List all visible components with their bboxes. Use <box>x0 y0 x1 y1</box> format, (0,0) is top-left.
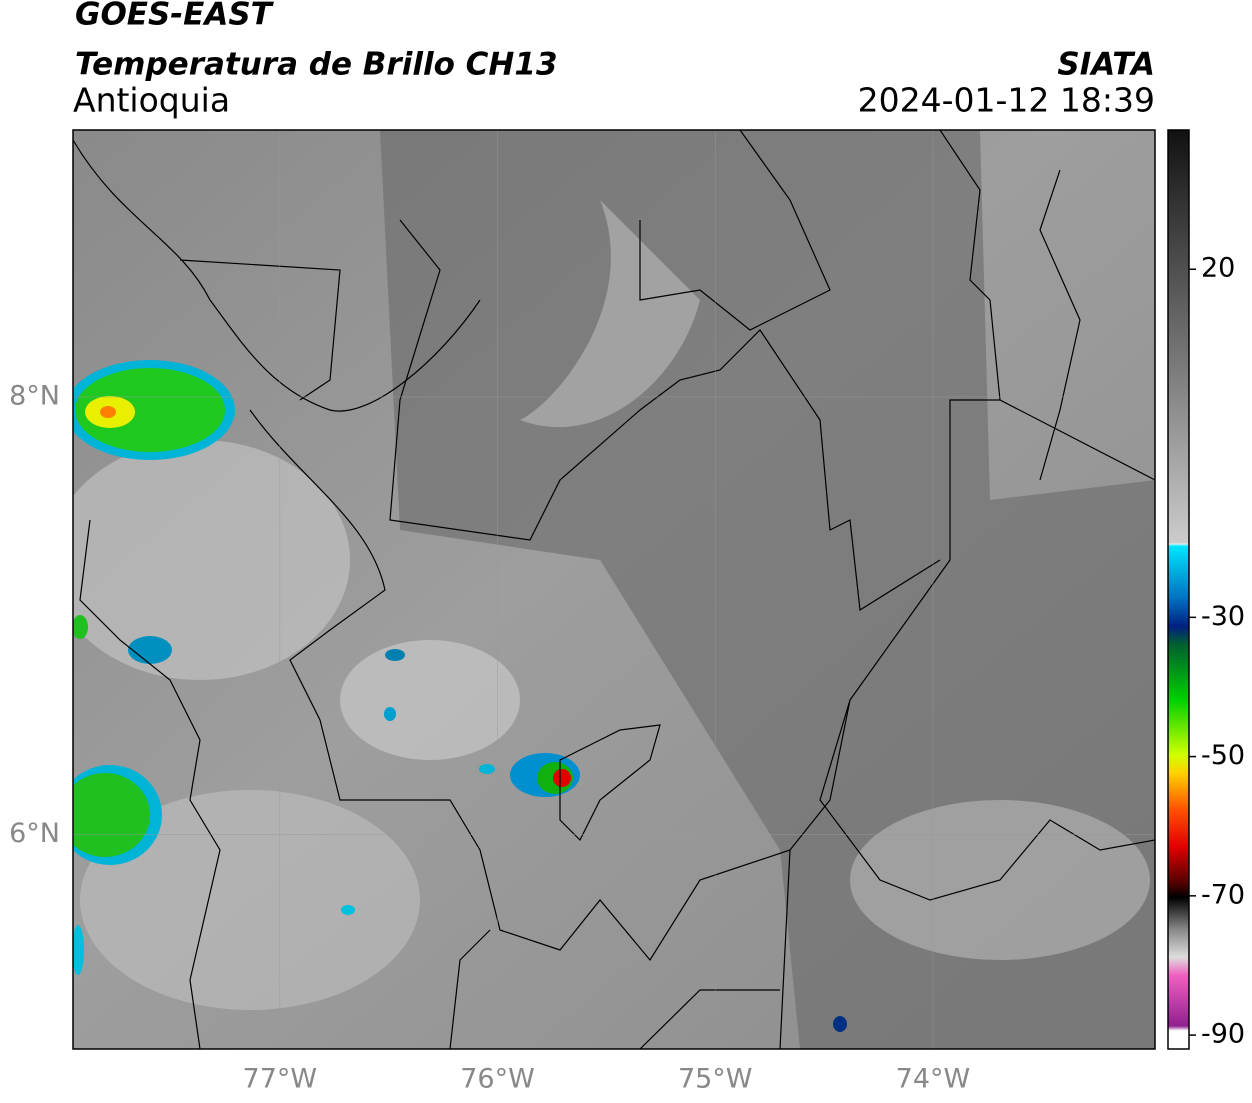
subtitle: Temperatura de Brillo CH13 <box>75 47 558 83</box>
source: SIATA <box>1057 47 1155 83</box>
colorbar-label: -90 <box>1201 1019 1245 1050</box>
lat-label: 8°N <box>9 380 60 411</box>
colorbar-label: -30 <box>1201 601 1245 632</box>
colorbar-label: -70 <box>1201 879 1245 910</box>
colorbar-label: -50 <box>1201 740 1245 771</box>
colorbar <box>1167 129 1190 1050</box>
lat-label: 6°N <box>9 818 60 849</box>
title: GOES-EAST <box>75 0 275 33</box>
lon-label: 74°W <box>896 1064 971 1095</box>
lon-label: 77°W <box>243 1064 318 1095</box>
lon-label: 76°W <box>460 1064 535 1095</box>
datetime: 2024-01-12 18:39 <box>858 81 1155 120</box>
map-frame <box>72 129 1156 1050</box>
lon-label: 75°W <box>678 1064 753 1095</box>
colorbar-label: 20 <box>1201 253 1235 284</box>
satellite-image <box>73 130 1155 1049</box>
region: Antioquia <box>73 81 230 120</box>
